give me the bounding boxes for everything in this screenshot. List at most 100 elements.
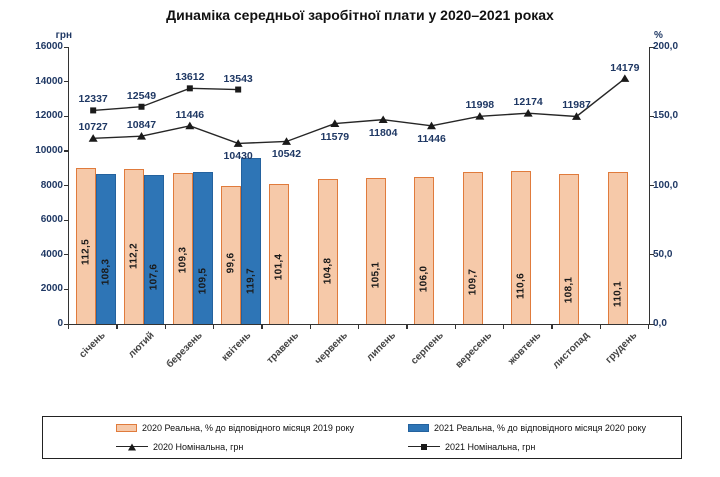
bar-2020-real [559,174,580,324]
line-point-label: 11446 [417,132,446,145]
bar-2020-real [269,183,290,324]
x-axis-label: червень [312,330,350,367]
axis-tick-mark [63,46,68,48]
bar-value-label: 109,5 [197,267,209,295]
secondary-axis-tick-label: 0,0 [653,318,667,329]
secondary-axis-tick-label: 150,0 [653,110,679,122]
bar-value-label: 109,7 [467,269,479,296]
secondary-axis-tick-label: 50,0 [653,248,673,260]
bar-value-label: 112,2 [128,242,140,269]
x-axis-tick-mark [116,324,118,329]
bar-value-label: 112,5 [80,239,92,265]
axis-tick-mark [63,81,68,83]
line-point-label: 12337 [78,93,108,106]
x-axis-label: травень [264,330,302,367]
line-swatch-2021 [408,444,440,451]
legend-item-2020-nominal: 2020 Номінальна, грн [116,442,408,452]
bar-2020-real [221,186,241,324]
bar-2020-real [414,177,435,324]
x-axis-tick-mark [213,324,215,329]
x-axis-label: жовтень [505,330,543,368]
y-axis-tick-label: 12000 [35,110,63,122]
bar-swatch-2020-icon [116,424,137,433]
axis-tick-mark [63,219,68,221]
bar-value-label: 106,0 [418,265,430,292]
nominal-line-2021 [93,87,239,112]
x-axis-tick-mark [358,324,360,329]
bar-2020-real [511,170,531,324]
x-axis-tick-mark [164,324,166,329]
x-axis-tick-mark [309,324,311,329]
x-axis-label: серпень [409,330,447,367]
triangle-data-marker-icon [88,134,98,142]
x-axis-label: квітень [219,330,253,364]
line-point-label: 14179 [610,61,640,74]
bar-value-label: 107,6 [148,263,160,290]
x-axis-label: березень [164,330,205,371]
bar-value-label: 101,4 [273,253,285,281]
line-swatch-2020 [116,443,148,451]
bar-value-label: 110,6 [515,273,527,300]
line-point-label: 13543 [223,72,253,85]
x-axis-tick-mark [454,324,456,329]
square-data-marker-icon [138,103,145,110]
bar-value-label: 104,8 [322,257,334,285]
bar-2020-real [172,172,193,324]
legend-label-2020-real: 2020 Реальна, % до відповідного місяця 2… [142,423,354,434]
bar-value-label: 99,6 [225,253,237,274]
triangle-data-marker-icon [233,139,243,147]
x-axis-tick-mark [68,324,70,329]
line-point-label: 10847 [126,119,157,132]
triangle-data-marker-icon [475,112,485,120]
triangle-marker-icon [128,443,136,451]
y-axis-tick-label: 0 [57,318,63,329]
line-point-label: 11987 [562,99,591,112]
chart-title: Динаміка середньої заробітної плати у 20… [166,7,554,23]
legend-item-2020-real: 2020 Реальна, % до відповідного місяця 2… [116,423,408,433]
triangle-data-marker-icon [185,121,195,130]
line-point-label: 10727 [78,121,108,134]
axis-tick-mark [63,288,68,291]
y-axis-tick-label: 14000 [35,75,63,87]
x-axis-tick-mark [648,324,650,329]
triangle-data-marker-icon [620,74,630,82]
left-axis-title: грн [55,30,72,41]
axis-tick-mark [63,115,68,117]
y-axis-tick-label: 4000 [40,248,63,260]
x-axis-label: липень [364,330,398,364]
triangle-data-marker-icon [572,112,581,120]
triangle-data-marker-icon [427,121,436,130]
chart-legend: 2020 Реальна, % до відповідного місяця 2… [42,416,682,459]
triangle-data-marker-icon [330,119,340,127]
square-data-marker-icon [235,86,242,93]
legend-item-2021-real: 2021 Реальна, % до відповідного місяця 2… [408,423,681,433]
legend-label-2020-nominal: 2020 Номінальна, грн [153,441,244,452]
bar-2020-real [317,178,338,324]
legend-item-2021-nominal: 2021 Номінальна, грн [408,442,681,452]
bar-value-label: 110,1 [612,280,624,307]
bar-2021-real [144,174,165,324]
line-point-label: 12549 [126,89,157,102]
x-axis-label: листопад [550,330,592,371]
secondary-axis-tick-label: 200,0 [653,41,679,52]
x-axis-label: вересень [454,330,495,371]
triangle-data-marker-icon [282,137,291,145]
x-axis-tick-mark [406,324,408,329]
x-axis-label: грудень [603,330,640,366]
bar-2021-real [96,174,116,324]
line-point-label: 10430 [223,150,253,163]
x-axis-tick-mark [261,324,263,329]
axis-tick-mark [649,254,654,256]
bar-2021-real [241,158,261,324]
axis-tick-mark [63,254,68,256]
bar-2021-real [192,172,213,324]
triangle-data-marker-icon [137,132,146,140]
bar-value-label: 108,3 [100,258,112,286]
line-point-label: 11579 [320,130,350,143]
nominal-line-2020 [93,77,626,145]
legend-label-2021-real: 2021 Реальна, % до відповідного місяця 2… [434,423,646,434]
axis-tick-mark [63,185,68,187]
x-axis-label: лютий [125,330,157,361]
x-axis-tick-mark [551,324,553,329]
line-point-label: 13612 [175,71,205,84]
